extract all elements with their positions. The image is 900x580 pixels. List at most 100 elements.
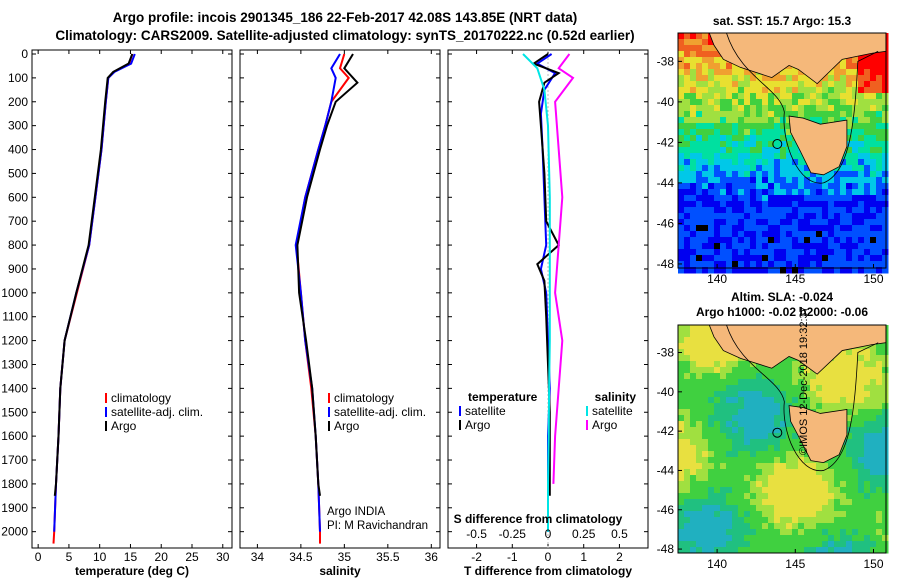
map-cell <box>846 129 853 136</box>
map-cell <box>684 403 691 410</box>
map-cell <box>870 147 877 154</box>
map-cell <box>702 409 709 416</box>
map-cell <box>786 505 793 512</box>
map-cell <box>882 451 889 458</box>
legend-label: Argo <box>111 419 137 433</box>
map-cell <box>714 141 721 148</box>
map-cell <box>804 385 811 392</box>
map-cell <box>684 135 691 142</box>
map-cell <box>702 81 709 88</box>
map-cell <box>840 87 847 94</box>
map-cell <box>690 153 697 160</box>
map-cell <box>702 183 709 190</box>
map-cell <box>726 219 733 226</box>
map-cell <box>834 255 841 262</box>
map-cell <box>816 529 823 536</box>
y-tick-label: 1800 <box>1 477 28 491</box>
map-cell <box>786 69 793 76</box>
map-cell <box>846 367 853 374</box>
map-cell <box>708 445 715 452</box>
map-cell <box>792 237 799 244</box>
map-cell <box>774 463 781 470</box>
map-cell <box>738 511 745 518</box>
map-cell <box>846 415 853 422</box>
map-cell <box>834 117 841 124</box>
map-cell <box>882 165 889 172</box>
map-cell <box>774 517 781 524</box>
map-cell <box>732 237 739 244</box>
map-cell <box>768 451 775 458</box>
y-tick-label: 300 <box>8 119 28 133</box>
map-cell <box>804 219 811 226</box>
map-cell <box>714 499 721 506</box>
map-cell <box>726 243 733 250</box>
map-cell <box>840 349 847 356</box>
map-cell <box>762 529 769 536</box>
map-cell <box>690 39 697 46</box>
map-cell <box>762 201 769 208</box>
map-cell <box>846 147 853 154</box>
map-cell <box>858 427 865 434</box>
map-cell <box>696 99 703 106</box>
map-cell <box>696 159 703 166</box>
map-cell <box>870 415 877 422</box>
map-cell <box>678 529 685 536</box>
map-cell <box>744 81 751 88</box>
map-cell <box>726 75 733 82</box>
map-cell <box>864 457 871 464</box>
map-cell <box>750 159 757 166</box>
map-cell <box>762 403 769 410</box>
map-cell <box>876 403 883 410</box>
map-cell <box>798 511 805 518</box>
map-cell <box>852 63 859 70</box>
map-cell <box>846 261 853 268</box>
map-cell <box>726 189 733 196</box>
map-cell <box>834 111 841 118</box>
map-cell <box>756 517 763 524</box>
map-cell <box>882 153 889 160</box>
map-cell <box>780 213 787 220</box>
map-cell <box>720 469 727 476</box>
map-cell <box>702 135 709 142</box>
map-cell <box>738 261 745 268</box>
map-cell <box>702 475 709 482</box>
map-cell <box>804 493 811 500</box>
map-cell <box>678 379 685 386</box>
map-cell <box>750 99 757 106</box>
map-cell <box>678 153 685 160</box>
map-cell <box>792 81 799 88</box>
map-cell <box>720 87 727 94</box>
map-cell <box>774 379 781 386</box>
series-line-s-satellite <box>522 53 551 532</box>
map-cell <box>684 493 691 500</box>
map-cell <box>714 231 721 238</box>
map-cell <box>702 493 709 500</box>
map-cell <box>690 99 697 106</box>
map-cell <box>846 159 853 166</box>
map-cell <box>714 457 721 464</box>
map-cell <box>828 207 835 214</box>
map-cell <box>696 207 703 214</box>
map-cell <box>690 409 697 416</box>
map-cell <box>858 81 865 88</box>
map-cell <box>696 541 703 548</box>
map-cell <box>828 547 835 554</box>
map-cell <box>720 171 727 178</box>
y-tick-label: 1100 <box>2 310 28 324</box>
map-cell <box>750 153 757 160</box>
map-cell <box>702 385 709 392</box>
map-cell <box>774 123 781 130</box>
map-cell <box>714 51 721 58</box>
map-cell <box>846 523 853 530</box>
map-cell <box>678 469 685 476</box>
tasmania-land <box>788 405 848 464</box>
map-cell <box>792 171 799 178</box>
map-cell <box>774 117 781 124</box>
map-cell <box>816 409 823 416</box>
map-cell <box>750 111 757 118</box>
map-cell <box>840 261 847 268</box>
map-cell <box>750 499 757 506</box>
map-cell <box>720 159 727 166</box>
map-cell <box>870 75 877 82</box>
map-cell <box>690 249 697 256</box>
